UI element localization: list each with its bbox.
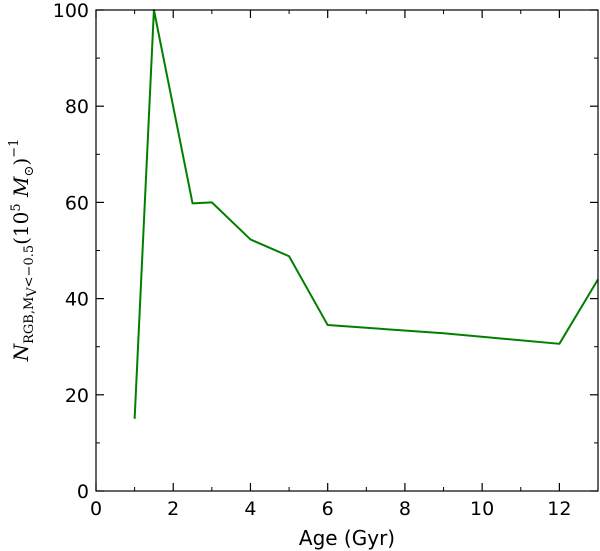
y-minor-ticks bbox=[96, 57, 598, 444]
y-tick-label: 100 bbox=[53, 0, 89, 22]
x-tick-label: 4 bbox=[244, 498, 256, 520]
y-tick-labels: 0 20 40 60 80 100 bbox=[53, 0, 89, 503]
x-tick-label: 10 bbox=[470, 498, 494, 520]
series-line bbox=[133, 9, 599, 419]
x-tick-label: 6 bbox=[322, 498, 334, 520]
plot-frame bbox=[95, 9, 599, 492]
x-tick-label: 2 bbox=[167, 498, 179, 520]
y-tick-label: 0 bbox=[77, 481, 89, 503]
series-lines bbox=[133, 9, 599, 419]
x-tick-labels: 0 2 4 6 8 10 12 bbox=[90, 498, 572, 520]
y-tick-label: 80 bbox=[65, 96, 89, 118]
x-axis-label: Age (Gyr) bbox=[299, 526, 395, 550]
y-tick-label: 40 bbox=[65, 289, 89, 311]
x-tick-label: 8 bbox=[399, 498, 411, 520]
y-major-ticks bbox=[96, 9, 598, 492]
x-major-ticks bbox=[95, 10, 560, 491]
y-tick-label: 20 bbox=[65, 385, 89, 407]
x-tick-label: 12 bbox=[547, 498, 571, 520]
x-minor-ticks bbox=[134, 10, 599, 491]
x-tick-label: 0 bbox=[90, 498, 102, 520]
y-tick-label: 60 bbox=[65, 192, 89, 214]
y-axis-label: NRGB,MV<−0.5(105 M⊙)−1 bbox=[7, 139, 40, 363]
